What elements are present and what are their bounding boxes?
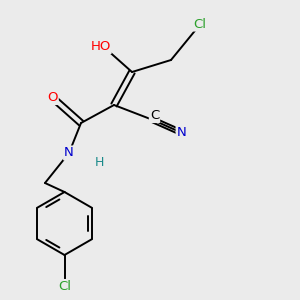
Text: N: N [177, 125, 186, 139]
Text: C: C [150, 109, 159, 122]
Text: H: H [94, 155, 104, 169]
Text: HO: HO [90, 40, 111, 53]
Text: Cl: Cl [58, 280, 71, 293]
Text: Cl: Cl [193, 17, 206, 31]
Text: O: O [47, 91, 58, 104]
Text: N: N [64, 146, 74, 160]
